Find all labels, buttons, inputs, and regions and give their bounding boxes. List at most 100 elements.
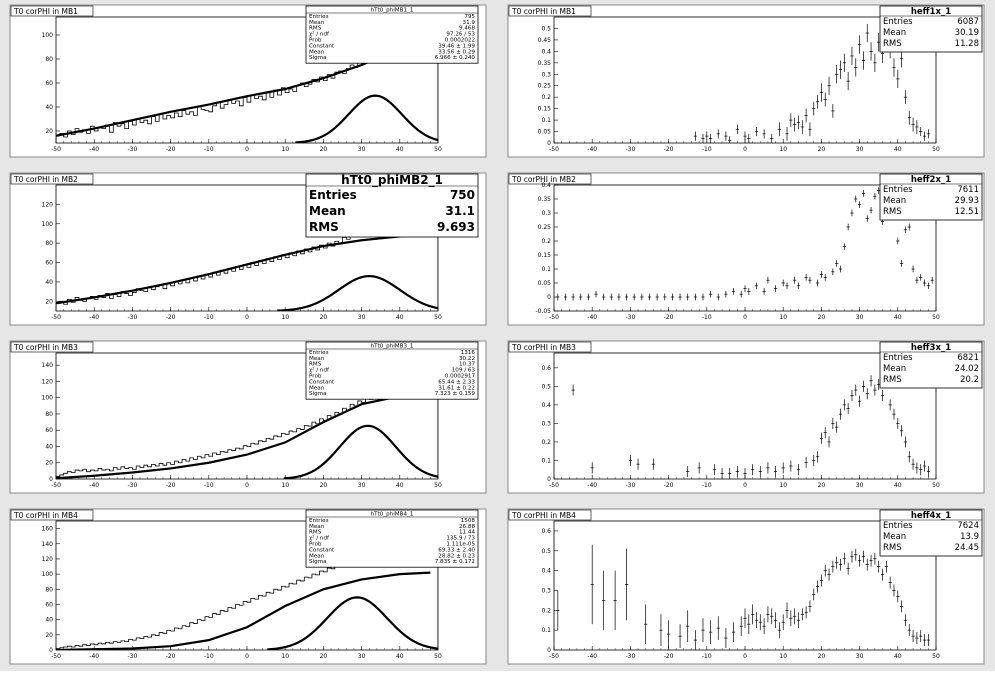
stats-title: hTt0_phiMB2_1 bbox=[341, 173, 443, 188]
y-tick-label: 0.3 bbox=[541, 71, 551, 78]
chart-title: T0 corPHI in MB3 bbox=[13, 343, 78, 352]
x-tick-label: 40 bbox=[894, 314, 902, 321]
chart-title: T0 corPHI in MB4 bbox=[13, 511, 78, 520]
x-tick-label: 40 bbox=[894, 653, 902, 660]
y-tick-label: 0.1 bbox=[541, 117, 551, 124]
x-tick-label: -40 bbox=[587, 314, 597, 321]
chart-title: T0 corPHI in MB1 bbox=[511, 7, 576, 16]
x-tick-label: 20 bbox=[320, 653, 328, 660]
gaussian-fit-curve bbox=[295, 94, 438, 143]
x-tick-label: 30 bbox=[358, 146, 366, 153]
stats-value: 0.0002022 bbox=[445, 38, 475, 44]
gaussian-fit-curve bbox=[277, 275, 438, 311]
y-tick-label: 0 bbox=[547, 647, 551, 654]
x-tick-label: -10 bbox=[702, 314, 712, 321]
x-tick-label: 20 bbox=[818, 653, 826, 660]
y-tick-label: 20 bbox=[45, 460, 53, 467]
stats-label: Entries bbox=[883, 185, 913, 195]
stats-box bbox=[305, 341, 479, 400]
y-tick-label: 80 bbox=[45, 586, 53, 593]
x-tick-label: 50 bbox=[932, 314, 940, 321]
x-tick-label: -20 bbox=[166, 482, 176, 489]
x-tick-label: -10 bbox=[204, 146, 214, 153]
stats-value: 31.1 bbox=[445, 204, 475, 218]
stats-value: 6821 bbox=[957, 353, 979, 363]
x-tick-label: -10 bbox=[204, 314, 214, 321]
plot-area bbox=[693, 23, 930, 143]
x-tick-label: -40 bbox=[89, 146, 99, 153]
x-tick-label: -30 bbox=[127, 482, 137, 489]
y-tick-label: 0.35 bbox=[538, 196, 552, 203]
x-tick-label: 20 bbox=[818, 482, 826, 489]
stats-label: Sigma bbox=[309, 55, 327, 61]
stats-value: 7624 bbox=[957, 521, 979, 531]
stats-value: 9.468 bbox=[459, 26, 475, 32]
x-tick-label: 30 bbox=[358, 653, 366, 660]
stats-value: 7611 bbox=[957, 185, 979, 195]
chart-title: T0 corPHI in MB2 bbox=[511, 175, 576, 184]
y-tick-label: 40 bbox=[45, 279, 53, 286]
y-tick-label: 60 bbox=[45, 260, 53, 267]
x-tick-label: 20 bbox=[818, 314, 826, 321]
y-tick-label: 140 bbox=[42, 362, 54, 369]
y-tick-label: 0.15 bbox=[538, 106, 552, 113]
stats-value: 750 bbox=[450, 188, 475, 202]
y-tick-label: 0.4 bbox=[541, 48, 551, 55]
y-tick-label: 80 bbox=[45, 240, 53, 247]
stats-label: χ² / ndf bbox=[309, 535, 330, 542]
x-tick-label: -50 bbox=[51, 482, 61, 489]
stats-value: 69.33 ± 2.40 bbox=[438, 547, 475, 553]
x-tick-label: 40 bbox=[396, 146, 404, 153]
y-tick-label: 60 bbox=[45, 601, 53, 608]
stats-value: 0.0002917 bbox=[445, 374, 476, 380]
stats-value: 1.111e-05 bbox=[446, 542, 475, 548]
title-box bbox=[10, 5, 94, 17]
x-tick-label: 50 bbox=[434, 146, 442, 153]
stats-label: Entries bbox=[883, 521, 913, 531]
stats-value: 11.44 bbox=[459, 530, 475, 536]
stats-box bbox=[879, 341, 983, 389]
stats-label: Entries bbox=[309, 14, 329, 20]
stats-value: 1316 bbox=[461, 350, 476, 356]
chart-pad-7: T0 corPHI in MB3 -50 -40 -30 -20 -10 0 10 20 30 40… bbox=[507, 340, 985, 494]
y-tick-label: 0.6 bbox=[541, 365, 551, 372]
chart-pad-8: T0 corPHI in MB4 -50 -40 -30 -20 -10 0 10 20 30 40… bbox=[507, 508, 985, 665]
stats-label: Entries bbox=[883, 17, 913, 27]
y-tick-label: 0.4 bbox=[541, 402, 551, 409]
chart-pad-5: T0 corPHI in MB1 -50 -40 -30 -20 -10 0 10 20 30 40… bbox=[507, 4, 985, 158]
y-tick-label: 0 bbox=[49, 647, 53, 654]
x-tick-label: 0 bbox=[743, 146, 747, 153]
x-tick-label: -50 bbox=[549, 146, 559, 153]
x-tick-label: 10 bbox=[281, 482, 289, 489]
gaussian-fit-curve bbox=[267, 596, 438, 650]
stats-label: Entries bbox=[309, 188, 357, 202]
stats-label: χ² / ndf bbox=[309, 367, 330, 374]
y-tick-label: 0.25 bbox=[538, 224, 552, 231]
x-tick-label: -10 bbox=[702, 146, 712, 153]
x-tick-label: -30 bbox=[625, 314, 635, 321]
stats-label: Mean bbox=[309, 524, 325, 530]
stats-label: Mean bbox=[883, 196, 906, 206]
stats-value: 28.82 ± 0.23 bbox=[438, 553, 475, 559]
stats-value: 33.56 ± 0.29 bbox=[438, 49, 475, 55]
stats-value: 29.93 bbox=[955, 196, 979, 206]
stats-value: 31.9 bbox=[463, 20, 476, 26]
stats-label: Prob bbox=[309, 374, 322, 380]
x-tick-label: -20 bbox=[664, 653, 674, 660]
x-tick-label: -20 bbox=[664, 314, 674, 321]
plot-area bbox=[556, 544, 930, 650]
x-tick-label: -40 bbox=[89, 653, 99, 660]
title-box bbox=[10, 509, 94, 521]
stats-value: 65.44 ± 2.33 bbox=[438, 379, 475, 385]
x-tick-label: -20 bbox=[166, 146, 176, 153]
y-tick-label: 120 bbox=[42, 201, 54, 208]
y-tick-label: 0.6 bbox=[541, 528, 551, 535]
stats-label: Sigma bbox=[309, 559, 327, 565]
y-tick-label: 80 bbox=[45, 411, 53, 418]
x-tick-label: -50 bbox=[549, 653, 559, 660]
gaussian-fit-curve bbox=[283, 424, 438, 479]
y-tick-label: 0.25 bbox=[538, 83, 552, 90]
y-tick-label: 160 bbox=[42, 526, 54, 533]
y-tick-label: 0.2 bbox=[541, 238, 551, 245]
